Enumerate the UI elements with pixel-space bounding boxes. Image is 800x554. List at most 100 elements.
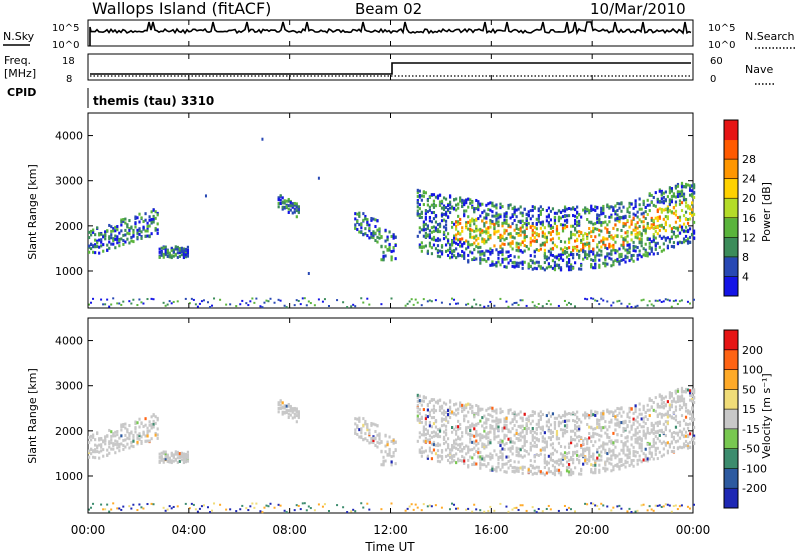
echo-cell xyxy=(146,229,149,233)
echo-cell xyxy=(640,220,643,224)
echo-cell xyxy=(606,252,609,256)
echo-cell xyxy=(154,415,157,419)
echo-cell xyxy=(483,241,486,245)
echo-cell xyxy=(416,212,419,216)
echo-cell xyxy=(662,226,665,230)
echo-cell xyxy=(96,241,99,245)
echo-cell xyxy=(390,463,393,467)
echo-cell xyxy=(128,300,131,303)
echo-cell xyxy=(543,431,546,435)
echo-cell xyxy=(646,403,649,407)
echo-cell xyxy=(422,245,425,249)
echo-cell xyxy=(428,413,432,417)
echo-cell xyxy=(650,303,653,306)
echo-cell xyxy=(666,449,669,453)
echo-cell xyxy=(541,305,544,308)
echo-cell xyxy=(475,449,478,453)
echo-cell xyxy=(390,234,393,238)
echo-cell xyxy=(493,435,496,439)
echo-cell xyxy=(366,428,369,432)
echo-cell xyxy=(567,214,571,218)
echo-cell xyxy=(580,240,583,244)
echo-cell xyxy=(596,251,599,255)
echo-cell xyxy=(545,240,548,244)
echo-cell xyxy=(434,504,437,507)
echo-cell xyxy=(499,455,502,459)
echo-cell xyxy=(606,247,609,251)
echo-cell xyxy=(477,433,480,437)
echo-cell xyxy=(664,434,667,438)
echo-cell xyxy=(519,504,522,507)
echo-cell xyxy=(594,262,597,266)
echo-cell xyxy=(551,431,555,435)
echo-cell xyxy=(90,434,93,438)
echo-cell xyxy=(184,455,187,459)
echo-cell xyxy=(430,252,434,256)
echo-cell xyxy=(662,406,665,410)
echo-cell xyxy=(523,438,526,442)
echo-cell xyxy=(112,229,115,233)
echo-cell xyxy=(584,297,587,300)
echo-cell xyxy=(658,394,661,398)
echo-cell xyxy=(531,413,534,417)
echo-cell xyxy=(130,302,133,305)
echo-cell xyxy=(426,233,429,237)
echo-cell xyxy=(438,443,442,447)
echo-cell xyxy=(479,203,482,207)
echo-cell xyxy=(475,198,478,202)
echo-cell xyxy=(378,441,381,445)
echo-cell xyxy=(295,504,298,507)
echo-cell xyxy=(668,191,671,195)
echo-cell xyxy=(477,236,480,240)
echo-cell xyxy=(567,301,570,304)
echo-cell xyxy=(453,445,456,449)
echo-cell xyxy=(693,186,696,190)
echo-cell xyxy=(188,302,191,305)
echo-cell xyxy=(451,225,454,229)
echo-cell xyxy=(668,393,671,397)
echo-cell xyxy=(444,197,448,201)
echo-cell xyxy=(513,265,516,269)
echo-cell xyxy=(652,195,655,199)
echo-cell xyxy=(440,250,444,254)
echo-cell xyxy=(680,390,684,394)
echo-cell xyxy=(438,224,442,228)
echo-cell xyxy=(235,305,238,308)
echo-cell xyxy=(128,232,131,236)
echo-cell xyxy=(592,435,595,439)
echo-cell xyxy=(622,463,625,467)
echo-cell xyxy=(287,412,290,416)
echo-cell xyxy=(684,234,688,238)
echo-cell xyxy=(200,505,203,508)
echo-cell xyxy=(674,203,678,207)
echo-cell xyxy=(517,437,520,441)
echo-cell xyxy=(426,429,429,433)
x-tick-label: 04:00 xyxy=(172,523,207,537)
echo-cell xyxy=(455,197,458,201)
echo-cell xyxy=(142,225,145,229)
echo-cell xyxy=(461,198,464,202)
echo-cell xyxy=(569,438,573,442)
echo-cell xyxy=(100,232,103,236)
echo-cell xyxy=(578,222,581,226)
echo-cell xyxy=(604,264,607,268)
echo-cell xyxy=(531,230,534,234)
echo-cell xyxy=(136,216,139,220)
echo-cell xyxy=(644,210,647,214)
echo-cell xyxy=(446,232,450,236)
echo-cell xyxy=(291,408,294,412)
echo-cell xyxy=(646,418,649,422)
echo-cell xyxy=(690,389,694,393)
echo-cell xyxy=(660,505,663,508)
echo-cell xyxy=(372,436,375,440)
echo-cell xyxy=(531,205,534,209)
echo-cell xyxy=(436,449,440,453)
echo-cell xyxy=(598,463,601,467)
echo-cell xyxy=(507,305,510,308)
echo-cell xyxy=(495,211,498,215)
echo-cell xyxy=(578,458,581,462)
echo-cell xyxy=(104,508,107,511)
echo-cell xyxy=(572,266,575,270)
echo-cell xyxy=(660,207,663,211)
echo-cell xyxy=(680,386,684,390)
